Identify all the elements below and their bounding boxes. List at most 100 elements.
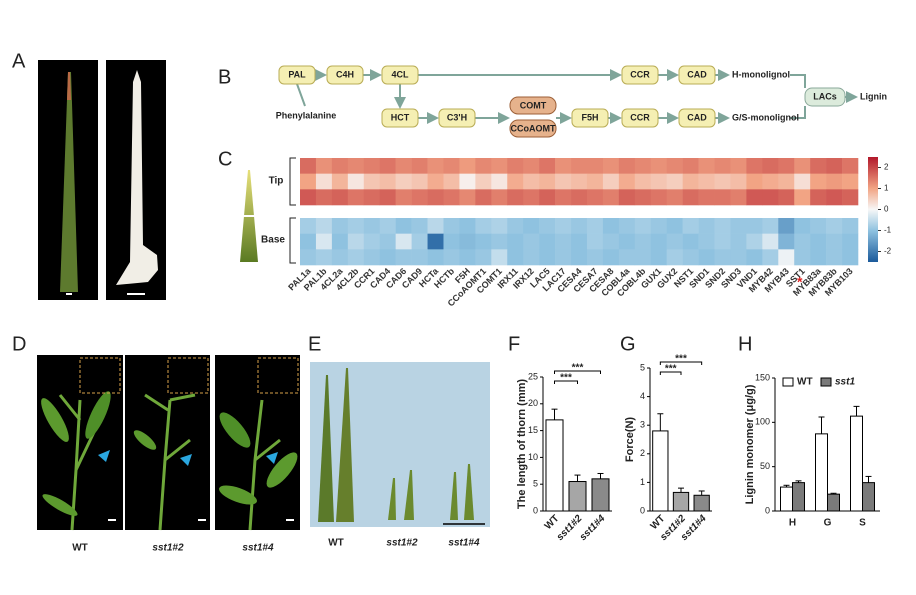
heatmap-cell	[300, 173, 317, 190]
significance-label: ***	[572, 363, 584, 374]
heatmap-cell	[618, 233, 636, 250]
heatmap-cell	[411, 158, 428, 174]
heatmap-cell	[794, 189, 811, 206]
heatmap-cell	[571, 158, 588, 174]
heatmap-cell	[778, 189, 795, 206]
colorbar-tick-label: 2	[884, 163, 889, 172]
heatmap-cell	[826, 189, 843, 206]
heatmap-cell	[379, 189, 396, 206]
heatmap-cell	[411, 249, 428, 266]
colorbar-tick-label: 1	[884, 184, 889, 193]
heatmap-cell	[363, 189, 381, 206]
leaf	[133, 430, 157, 450]
connector	[296, 83, 306, 107]
genotype-label: WT	[72, 543, 88, 554]
heatmap-cell	[842, 218, 859, 234]
x-tick-label: G	[824, 518, 832, 529]
heatmap-cell	[698, 249, 715, 266]
leaf	[85, 391, 111, 439]
heatmap-cell	[618, 158, 636, 174]
heatmap-cell	[810, 158, 827, 174]
heatmap-cell	[539, 158, 556, 174]
heatmap-cell	[379, 158, 396, 174]
thorn	[60, 72, 78, 292]
heatmap-cell	[459, 233, 476, 250]
heatmap-cell	[698, 158, 715, 174]
heatmap-cell	[602, 218, 620, 234]
heatmap-cell	[459, 249, 476, 266]
heatmap-cell	[586, 158, 604, 174]
product-label: Lignin	[860, 91, 887, 101]
panel-label: A	[12, 50, 26, 72]
node-label: PAL	[288, 69, 306, 79]
heatmap-cell	[650, 189, 667, 206]
leaf	[266, 452, 298, 488]
y-tick-label: 1	[640, 477, 645, 487]
heatmap-cell	[411, 233, 428, 250]
legend-swatch	[820, 377, 832, 387]
heatmap-cell	[427, 189, 444, 206]
heatmap-cell	[778, 173, 795, 190]
enzyme-box	[621, 65, 659, 85]
heatmap-cell	[682, 173, 699, 190]
heatmap-cell	[698, 189, 715, 206]
heatmap-cell	[491, 249, 508, 266]
heatmap-cell	[698, 218, 715, 234]
significance-label: ***	[665, 364, 677, 375]
heatmap-cell	[331, 158, 349, 174]
heatmap-cell	[682, 233, 699, 250]
heatmap-cell	[331, 189, 349, 206]
bar	[815, 433, 828, 512]
heatmap-cell	[475, 233, 492, 250]
heatmap-cell	[331, 249, 349, 266]
y-tick-label: 3	[640, 420, 645, 430]
y-tick-label: 25	[528, 371, 538, 381]
inset	[257, 357, 299, 394]
x-tick-label: S	[859, 518, 866, 529]
heatmap-cell	[363, 158, 381, 174]
heatmap-cell	[315, 233, 333, 250]
node-label: CCoAOMT	[511, 123, 556, 133]
heatmap-cell	[682, 158, 699, 174]
heatmap-cell	[746, 249, 763, 266]
panel-label: C	[218, 148, 232, 170]
heatmap-cell	[300, 218, 317, 234]
heatmap-cell	[427, 233, 444, 250]
heatmap-cell	[347, 218, 365, 234]
substrate-label: Phenylalanine	[276, 110, 337, 120]
node-label: C4H	[336, 69, 354, 79]
heatmap-cell	[682, 249, 699, 266]
row-group-label: Tip	[269, 176, 284, 187]
node-label: CAD	[687, 112, 707, 122]
scale-bar	[66, 293, 72, 295]
heatmap-cell	[586, 173, 604, 190]
bar	[591, 478, 610, 512]
heatmap-cell	[555, 249, 572, 266]
heatmap-cell	[618, 218, 636, 234]
enzyme-box	[804, 87, 846, 107]
y-tick-label: 100	[755, 417, 770, 427]
heatmap-cell	[571, 249, 588, 266]
heatmap-cell	[315, 173, 333, 190]
heatmap-cell	[523, 158, 540, 174]
panel-label: F	[508, 333, 520, 355]
colorbar-tick-label: 0	[884, 205, 889, 214]
x-tick-label: H	[789, 518, 796, 529]
y-axis-title: Force(N)	[624, 417, 636, 463]
heatmap-cell	[714, 233, 731, 250]
heatmap-cell	[826, 249, 843, 266]
heatmap-cell	[794, 218, 811, 234]
row-group-label: Base	[261, 235, 285, 246]
heatmap-cell	[507, 218, 524, 234]
bar	[545, 419, 564, 512]
heatmap-cell	[602, 233, 620, 250]
leaf	[42, 494, 78, 516]
thorn	[404, 470, 414, 520]
heatmap-cell	[762, 249, 779, 266]
bar	[827, 493, 840, 512]
heatmap-cell	[491, 158, 508, 174]
heatmap-cell	[571, 173, 588, 190]
heatmap-cell	[650, 249, 667, 266]
inset	[167, 357, 209, 394]
panel-label: B	[218, 66, 231, 88]
